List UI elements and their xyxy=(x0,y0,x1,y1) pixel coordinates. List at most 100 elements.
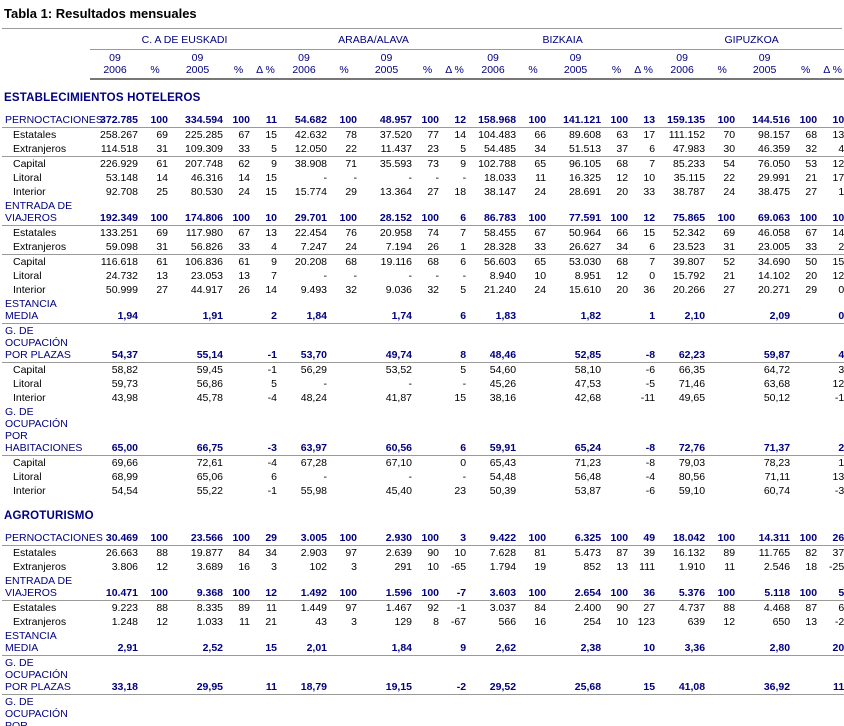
table-cell xyxy=(792,456,819,471)
table-cell: 566 xyxy=(498,616,517,628)
table-cell: 42.632 xyxy=(294,129,328,141)
table-cell: - xyxy=(353,172,358,184)
table-cell: 1,84 xyxy=(279,297,330,324)
table-cell: 10 xyxy=(454,547,467,559)
table-cell: 88 xyxy=(156,602,168,614)
table-cell: - xyxy=(323,471,328,483)
table-cell: 10 xyxy=(819,113,844,128)
table-cell xyxy=(518,405,549,456)
table-cell: 19.116 xyxy=(380,256,413,268)
table-cell: 52.342 xyxy=(672,227,706,239)
table-cell: 20.271 xyxy=(757,284,791,296)
table-cell: 100 xyxy=(329,531,360,546)
table-cell: 39.807 xyxy=(672,256,706,268)
table-cell: 87 xyxy=(805,602,818,614)
table-cell: 100 xyxy=(329,113,360,128)
table-cell: 5 xyxy=(441,142,469,157)
table-cell xyxy=(329,377,359,391)
row-label: ESTANCIA MEDIA xyxy=(2,629,90,656)
table-cell xyxy=(329,323,360,363)
table-cell: 24 xyxy=(534,186,547,198)
table-cell: 12 xyxy=(630,199,658,226)
table-cell: - xyxy=(462,378,467,390)
row-label: Capital xyxy=(13,364,46,376)
table-cell: 42,68 xyxy=(574,392,602,404)
table-cell: 3 xyxy=(271,561,278,573)
table-cell: 106.836 xyxy=(185,256,223,268)
table-cell: 15.610 xyxy=(568,284,602,296)
table-cell: 1,84 xyxy=(359,629,415,656)
table-cell xyxy=(707,323,738,363)
table-cell: 109.309 xyxy=(170,142,225,157)
table-cell: 2 xyxy=(819,240,844,255)
table-cell xyxy=(792,363,819,378)
table-cell: 10 xyxy=(616,616,629,628)
table-cell: 1,94 xyxy=(90,297,140,324)
table-cell: 100 xyxy=(140,199,170,226)
table-cell: 54.682 xyxy=(279,113,330,128)
table-cell: 34 xyxy=(603,240,631,255)
table-cell: 54,48 xyxy=(489,471,517,483)
table-cell xyxy=(414,363,441,378)
table-row: Litoral 24.732 13 23.053 13 7 - - - - - 8.940 10 8.95… xyxy=(2,269,844,283)
table-cell: 8.940 xyxy=(489,270,517,282)
row-label: G. DE OCUPACIÓN POR HABITACIONES xyxy=(2,405,90,456)
table-cell: 38.908 xyxy=(294,158,328,170)
table-cell xyxy=(792,655,820,695)
table-cell: 15.774 xyxy=(294,186,328,198)
table-cell xyxy=(518,484,548,498)
table-cell: 4.737 xyxy=(678,602,706,614)
table-cell: 36 xyxy=(630,574,658,601)
table-cell: 23 xyxy=(454,485,467,497)
table-cell: 3.037 xyxy=(489,602,517,614)
table-cell xyxy=(225,655,252,695)
table-cell: 2,38 xyxy=(548,629,604,656)
table-row: ESTANCIA MEDIA 2,91 2,52 15 2,01 1,84 9 2,62 2,3… xyxy=(2,629,844,656)
table-cell: 67 xyxy=(238,227,250,239)
table-cell: 18 xyxy=(805,561,818,573)
table-cell: 65,06 xyxy=(196,471,223,483)
table-cell: 29 xyxy=(805,284,818,296)
table-cell: 17 xyxy=(643,129,656,141)
table-cell: -1 xyxy=(834,392,844,404)
table-cell: 59,91 xyxy=(468,405,519,456)
table-cell: 59,45 xyxy=(196,364,223,376)
table-cell xyxy=(329,391,359,405)
table-cell: 100 xyxy=(603,199,631,226)
table-cell: 226.929 xyxy=(100,158,138,170)
table-cell xyxy=(518,694,549,726)
row-label: Extranjeros xyxy=(13,616,67,628)
table-cell: 102.788 xyxy=(478,158,517,170)
table-cell: 73 xyxy=(427,158,440,170)
table-cell: 111 xyxy=(639,561,656,573)
table-cell: 144.516 xyxy=(737,113,793,128)
table-cell: 11 xyxy=(535,172,547,184)
table-cell: 5.118 xyxy=(737,574,793,601)
table-cell: 7 xyxy=(649,158,656,170)
table-cell: 12 xyxy=(832,378,844,390)
table-cell xyxy=(225,297,252,324)
table-cell: 3.806 xyxy=(111,561,138,573)
row-label: Capital xyxy=(13,158,46,170)
table-cell: 6 xyxy=(441,405,469,456)
table-cell: 15 xyxy=(454,392,467,404)
table-cell: 41,08 xyxy=(657,655,708,695)
row-label: Capital xyxy=(13,457,46,469)
table-cell xyxy=(792,391,819,405)
table-cell: 13.364 xyxy=(379,186,413,198)
table-row: G. DE OCUPACIÓN POR HABITACIONES 65,00 66,… xyxy=(2,405,844,456)
table-cell: - xyxy=(462,471,467,483)
table-cell: 17 xyxy=(252,694,280,726)
table-cell: 11.437 xyxy=(359,142,415,157)
table-cell: 6 xyxy=(441,199,469,226)
table-cell xyxy=(225,363,252,378)
table-cell: 69 xyxy=(156,227,168,239)
table-cell: 114.518 xyxy=(90,142,140,157)
table-cell: 1.449 xyxy=(300,602,328,614)
table-cell: 48.957 xyxy=(359,113,415,128)
table-cell: 4.468 xyxy=(763,602,791,614)
table-cell: 1,74 xyxy=(359,297,415,324)
table-row: Interior 50.999 27 44.917 26 14 9.493 32 9.036 32… xyxy=(2,283,844,297)
table-row: Capital 226.929 61 207.748 62 9 38.908 71 35.593… xyxy=(2,157,844,172)
row-label: PERNOCTACIONES xyxy=(2,531,103,546)
